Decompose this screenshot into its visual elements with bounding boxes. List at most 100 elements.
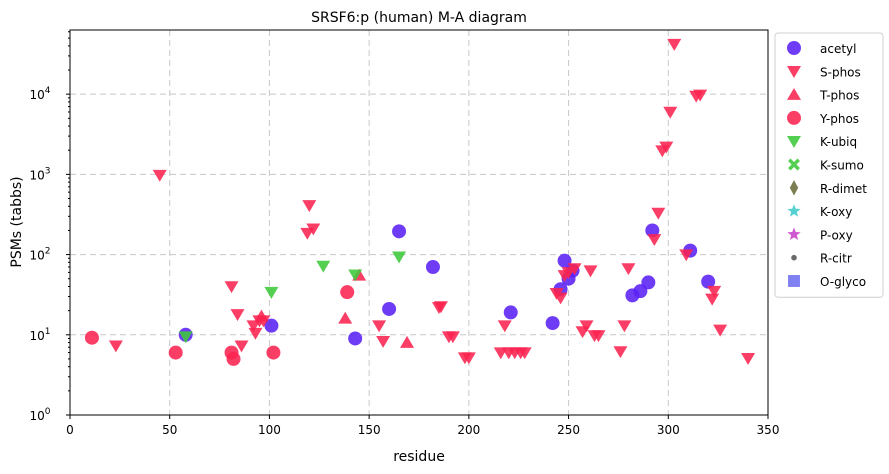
legend-marker-y-phos (787, 110, 801, 125)
data-point-k-ubiq (348, 269, 363, 282)
data-point-t-phos (254, 309, 269, 322)
legend-marker-k-ubiq (787, 135, 801, 148)
data-point-s-phos (651, 207, 666, 220)
data-point-y-phos (340, 285, 355, 300)
data-point-acetyl (348, 331, 363, 346)
data-point-s-phos (517, 347, 532, 360)
data-point-acetyl (701, 274, 716, 289)
data-point-acetyl (503, 305, 518, 320)
x-axis-label: residue (393, 449, 445, 465)
data-point-s-phos (667, 38, 682, 51)
data-point-s-phos (579, 320, 594, 333)
legend-label: S-phos (820, 65, 861, 79)
y-tick-label: 101 (29, 327, 50, 343)
data-point-s-phos (302, 200, 317, 213)
data-point-acetyl (264, 318, 279, 333)
grid (70, 30, 768, 415)
data-point-y-phos (226, 351, 241, 366)
legend-marker-p-oxy (787, 227, 801, 241)
data-point-s-phos (246, 320, 261, 333)
data-point-s-phos (445, 331, 460, 344)
data-point-s-phos (433, 301, 448, 314)
data-point-s-phos (693, 89, 708, 102)
data-point-k-ubiq (392, 251, 407, 264)
data-point-s-phos (248, 327, 263, 340)
plot-area (69, 29, 769, 416)
x-tick-label: 250 (557, 423, 580, 437)
legend-marker-s-phos (787, 66, 801, 78)
data-point-k-ubiq (178, 331, 193, 344)
data-point-acetyl (392, 224, 407, 239)
data-point-s-phos (461, 352, 476, 365)
data-point-s-phos (553, 292, 568, 305)
data-point-s-phos (567, 263, 582, 276)
y-tick-label: 100 (29, 407, 50, 423)
legend: acetyl S-phos T-phos Y-phos K-ubiq K-sumo R-di… (774, 32, 884, 298)
data-point-s-phos (647, 234, 662, 246)
data-point-acetyl (545, 316, 560, 331)
data-point-s-phos (707, 285, 722, 298)
x-tick-label: 300 (657, 423, 680, 437)
y-tick-label: 103 (29, 166, 50, 182)
x-tick-label: 200 (457, 423, 480, 437)
data-point-s-phos (617, 320, 632, 333)
data-point-s-phos (613, 346, 628, 359)
y-tick-label: 104 (29, 86, 50, 102)
legend-marker-k-oxy (787, 204, 801, 217)
legend-label: R-citr (820, 252, 852, 266)
legend-marker-r-citr (791, 254, 797, 261)
data-point-k-ubiq (264, 286, 279, 299)
legend-label: K-ubiq (820, 135, 857, 149)
legend-label: K-sumo (820, 159, 864, 173)
data-point-s-phos (108, 340, 123, 353)
legend-label: Y-phos (819, 112, 859, 126)
data-point-acetyl (641, 275, 656, 290)
x-tick-label: 350 (757, 423, 780, 437)
legend-label: P-oxy (820, 228, 853, 242)
data-point-s-phos (659, 141, 674, 154)
y-axis-label: PSMs (tabbs) (9, 176, 25, 267)
legend-marker-t-phos (787, 87, 801, 100)
x-tick-label: 50 (162, 423, 177, 437)
data-point-s-phos (234, 340, 249, 353)
legend-label: R-dimet (820, 182, 867, 196)
data-point-t-phos (338, 311, 353, 324)
data-point-s-phos (224, 281, 239, 294)
legend-frame (774, 32, 884, 298)
data-point-y-phos (266, 345, 281, 360)
data-point-s-phos (497, 320, 512, 333)
data-point-s-phos (152, 169, 167, 182)
x-axis: 0 50 100 150 200 250 300 350 (66, 415, 779, 437)
y-tick-label: 102 (29, 247, 50, 263)
legend-label: K-oxy (820, 205, 852, 219)
legend-label: O-glyco (820, 275, 866, 289)
legend-marker-r-dimet (789, 180, 799, 196)
data-point-s-phos (705, 293, 720, 306)
x-tick-label: 100 (258, 423, 281, 437)
legend-label: acetyl (820, 42, 856, 56)
data-point-s-phos (713, 324, 728, 337)
data-point-s-phos (230, 309, 245, 321)
data-point-acetyl (382, 301, 397, 316)
data-point-acetyl (645, 223, 660, 238)
chart-title: SRSF6:p (human) M-A diagram (311, 10, 527, 26)
data-point-s-phos (583, 265, 598, 278)
data-point-s-phos (741, 352, 756, 365)
data-point-y-phos (84, 330, 99, 345)
data-points (84, 38, 756, 366)
data-point-s-phos (663, 106, 678, 119)
legend-label: T-phos (819, 89, 859, 103)
data-point-s-phos (376, 336, 391, 348)
y-axis: 100 101 102 103 104 (29, 31, 70, 423)
legend-marker-acetyl (787, 41, 801, 55)
data-point-s-phos (621, 263, 636, 276)
data-point-s-phos (591, 330, 606, 343)
data-point-acetyl (425, 260, 440, 275)
legend-marker-k-sumo (788, 158, 800, 171)
data-point-k-ubiq (316, 260, 331, 273)
data-point-t-phos (400, 335, 415, 348)
data-point-s-phos (306, 223, 321, 236)
x-tick-label: 150 (358, 423, 381, 437)
data-point-y-phos (168, 345, 183, 360)
